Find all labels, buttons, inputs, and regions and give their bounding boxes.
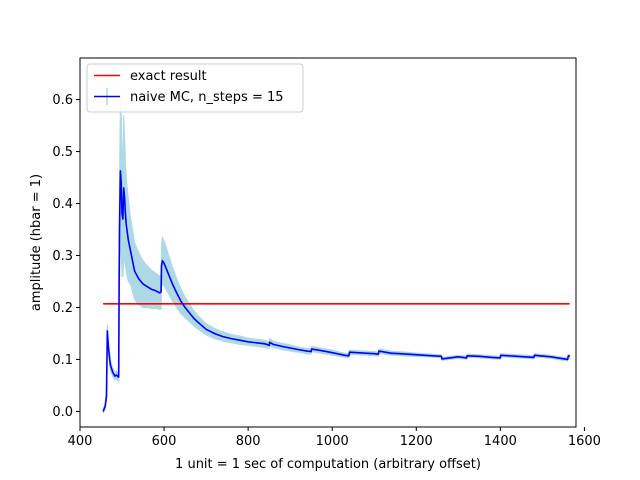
axes-frame bbox=[79, 57, 577, 428]
legend-label-exact-result: exact result bbox=[130, 69, 207, 84]
legend-box bbox=[86, 63, 304, 113]
y-axis-label: amplitude (hbar = 1) bbox=[29, 174, 44, 311]
x-axis-label: 1 unit = 1 sec of computation (arbitrary… bbox=[175, 457, 481, 472]
series-line-naive-mc bbox=[102, 170, 570, 412]
y-tick-label: 0.3 bbox=[52, 249, 73, 264]
y-tick-label: 0.0 bbox=[52, 405, 73, 420]
x-tick-label: 800 bbox=[236, 434, 261, 449]
x-tick-label: 1400 bbox=[484, 434, 517, 449]
x-tick-label: 1000 bbox=[316, 434, 349, 449]
y-tick-label: 0.5 bbox=[52, 145, 73, 160]
y-tick-label: 0.4 bbox=[52, 197, 73, 212]
legend: exact result naive MC, n_steps = 15 bbox=[86, 63, 304, 113]
legend-label-naive-mc: naive MC, n_steps = 15 bbox=[130, 90, 284, 105]
x-tick-label: 1200 bbox=[400, 434, 433, 449]
axis-ticks: 400 600 800 1000 1200 1400 1600 0.0 0.1 0.2 0.3 0.4… bbox=[52, 93, 601, 449]
plot-area bbox=[102, 97, 571, 414]
y-tick-label: 0.1 bbox=[52, 353, 73, 368]
y-tick-label: 0.6 bbox=[52, 93, 73, 108]
x-tick-label: 400 bbox=[68, 434, 93, 449]
x-tick-label: 600 bbox=[152, 434, 177, 449]
x-tick-label: 1600 bbox=[568, 434, 601, 449]
y-tick-label: 0.2 bbox=[52, 301, 73, 316]
